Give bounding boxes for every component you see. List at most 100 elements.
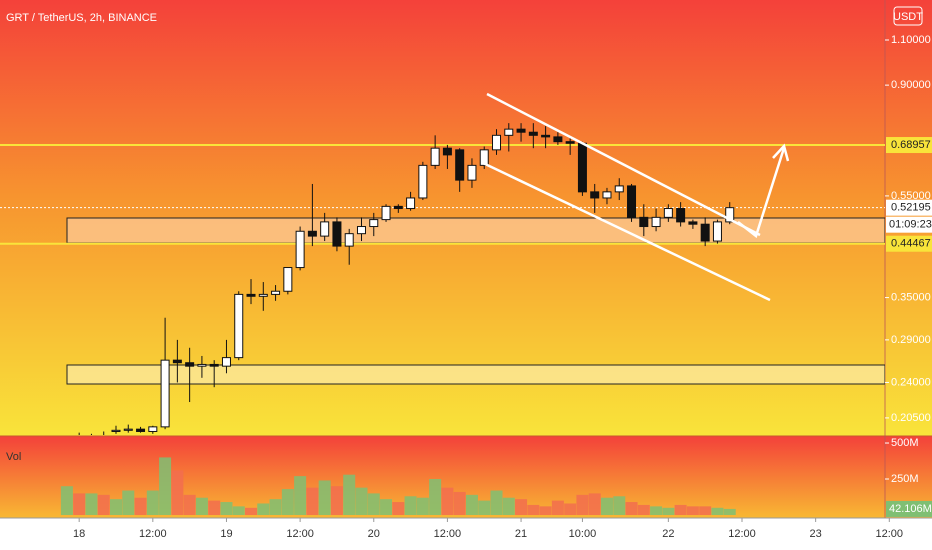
volume-bars (60, 457, 736, 515)
x-tick-label: 12:00 (286, 528, 314, 540)
candle-body (307, 230, 317, 237)
support-zone (66, 364, 885, 385)
y-tick-label: 1.10000 (891, 34, 931, 46)
y-tick-label: 0.35000 (891, 291, 931, 303)
y-tick-label: 0.20500 (891, 412, 931, 424)
candle-body (528, 131, 538, 136)
volume-bar (318, 480, 331, 515)
volume-bar (392, 502, 405, 515)
candle-body (602, 191, 612, 199)
candle-body (344, 233, 354, 247)
volume-bar (674, 504, 687, 515)
countdown-box (886, 216, 932, 233)
x-tick-label: 12:00 (728, 528, 756, 540)
volume-bar (515, 499, 528, 515)
volume-bar (465, 494, 478, 515)
volume-bar (257, 503, 270, 515)
volume-bar (146, 490, 159, 515)
x-tick-label: 12:00 (139, 528, 167, 540)
volume-bar (183, 494, 196, 515)
candle-body (209, 363, 219, 367)
candle-body (160, 359, 170, 428)
x-tick-label: 18 (73, 528, 85, 540)
candle-body (639, 216, 649, 228)
volume-bar (650, 506, 663, 515)
candle-body (258, 293, 268, 297)
zones (66, 217, 885, 385)
candle-body (712, 221, 722, 242)
volume-bar (122, 490, 135, 515)
volume-bar (245, 507, 258, 515)
candles (78, 123, 735, 435)
volume-bar (97, 494, 110, 515)
volume-bar (551, 500, 564, 515)
volume-bar (269, 499, 282, 515)
volume-bar (576, 494, 589, 515)
candle-body (148, 426, 158, 432)
currency-badge (893, 6, 923, 26)
volume-tick-label: 500M (891, 437, 919, 449)
volume-bar (294, 476, 307, 515)
candle-body (467, 164, 477, 181)
candle-body (590, 191, 600, 199)
y-tick-label: 0.90000 (891, 79, 931, 91)
volume-bar (306, 487, 319, 515)
levels (0, 144, 885, 245)
candle-body (406, 197, 416, 210)
volume-bar (502, 497, 515, 515)
volume-last-box (886, 500, 932, 517)
volume-bar (613, 496, 626, 515)
volume-bar (355, 487, 368, 515)
volume-bar (220, 502, 233, 515)
candle-body (430, 147, 440, 166)
candle-body (492, 134, 502, 151)
volume-bar (416, 497, 429, 515)
candle-body (553, 136, 563, 143)
candle-body (136, 428, 146, 432)
volume-bar (429, 479, 442, 515)
arrow-head (772, 143, 790, 162)
price-label: 0.68957 (891, 139, 931, 151)
candle-body (381, 205, 391, 221)
resistance-zone (66, 217, 885, 244)
volume-bar (208, 500, 221, 515)
candle-body (123, 428, 133, 431)
x-tick-label: 12:00 (434, 528, 462, 540)
candle-body (676, 208, 686, 223)
volume-bar (380, 499, 393, 515)
price-label-box (886, 199, 932, 216)
price-label-box (886, 235, 932, 252)
volume-bar (600, 497, 613, 515)
candle-body (283, 267, 293, 292)
candle-body (356, 226, 366, 235)
candle-body (651, 216, 661, 228)
volume-bar (60, 486, 73, 515)
volume-label: Vol (6, 451, 21, 463)
y-tick-label: 0.24000 (891, 376, 931, 388)
candle-body (663, 208, 673, 218)
candle-body (111, 429, 121, 432)
volume-bar (527, 504, 540, 515)
candle-body (393, 205, 403, 210)
volume-bar (588, 493, 601, 515)
candle-body (221, 357, 231, 367)
volume-bar (109, 499, 122, 515)
channel-top (486, 92, 761, 237)
y-tick-label: 0.29000 (891, 334, 931, 346)
candle-body (725, 207, 735, 223)
drawings (482, 92, 790, 302)
candle-body (614, 185, 624, 193)
price-label: 0.52195 (891, 202, 931, 214)
volume-tick-label: 250M (891, 473, 919, 485)
y-tick-label: 0.55000 (891, 190, 931, 202)
axis-labels: 1.10000 0.90000 0.55000 0.35000 0.29000 0.240… (73, 34, 932, 540)
candle-body (172, 359, 182, 364)
time-axis (0, 518, 932, 550)
price-label-box (886, 137, 932, 154)
volume-bar (367, 493, 380, 515)
x-tick-label: 19 (220, 528, 232, 540)
volume-bar (330, 486, 343, 515)
volume-last-label: 42.106M (889, 503, 932, 515)
candle-body (541, 134, 551, 138)
x-tick-label: 21 (515, 528, 527, 540)
